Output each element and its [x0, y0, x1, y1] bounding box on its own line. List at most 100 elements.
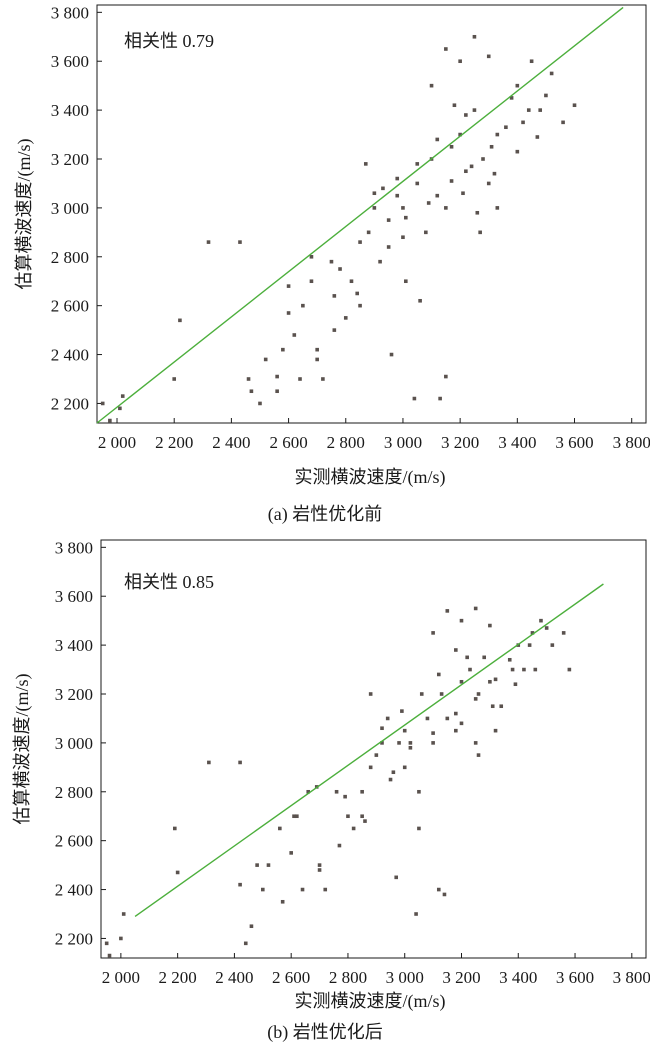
- scatter-point: [504, 125, 508, 130]
- scatter-point: [458, 59, 462, 64]
- y-tick-label: 3 600: [51, 52, 89, 71]
- scatter-point: [459, 679, 464, 684]
- x-tick-label: 2 200: [155, 433, 193, 452]
- scatter-point: [454, 711, 458, 716]
- y-tick-label: 3 000: [51, 199, 89, 218]
- scatter-point: [329, 259, 334, 264]
- scatter-point: [104, 941, 109, 946]
- scatter-point: [431, 741, 435, 745]
- scatter-panel-b: 2 000 2 200 2 400 2 600 2 800 3 000 3 200 3 400…: [12, 538, 650, 1043]
- x-tick-label: 3 000: [386, 968, 424, 987]
- scatter-point: [493, 677, 498, 682]
- scatter-point: [119, 936, 123, 941]
- scatter-point: [281, 347, 285, 352]
- scatter-point: [449, 179, 454, 183]
- scatter-point: [351, 826, 356, 831]
- scatter-point: [458, 132, 462, 137]
- scatter-point: [401, 235, 405, 240]
- scatter-point: [368, 692, 373, 696]
- y-tick-label: 2 400: [51, 346, 89, 365]
- scatter-point: [478, 230, 482, 235]
- scatter-point: [301, 303, 305, 308]
- scatter-point: [473, 697, 478, 701]
- scatter-point: [386, 245, 391, 249]
- panel-caption-b: (b) 岩性优化后: [267, 1022, 383, 1043]
- regression-line-b: [134, 583, 604, 918]
- panel-caption-a: (a) 岩性优化前: [268, 504, 382, 525]
- scatter-point: [358, 303, 362, 308]
- scatter-point: [368, 765, 373, 770]
- x-tick-label: 3 000: [384, 433, 422, 452]
- scatter-point: [561, 120, 565, 125]
- x-tick-label: 2 000: [102, 968, 140, 987]
- scatter-point: [475, 210, 480, 215]
- y-tick-label: 3 800: [55, 538, 93, 557]
- scatter-point: [444, 206, 448, 210]
- scatter-points-b: [104, 606, 572, 958]
- correlation-label-b: 相关性 0.85: [124, 572, 214, 592]
- y-tick-label: 3 800: [51, 3, 89, 22]
- y-tick-label: 3 600: [55, 587, 93, 606]
- scatter-point: [120, 394, 125, 398]
- scatter-point: [332, 294, 337, 298]
- scatter-point: [175, 870, 180, 875]
- scatter-point: [408, 741, 413, 745]
- scatter-panel-a: 2 000 2 200 2 400 2 600 2 800 3 000 3 200 3 400…: [14, 3, 650, 525]
- scatter-point: [436, 887, 441, 892]
- scatter-point: [178, 318, 182, 323]
- x-tick-label: 3 400: [499, 968, 537, 987]
- scatter-point: [332, 328, 337, 332]
- scatter-point: [207, 760, 211, 765]
- scatter-point: [355, 291, 360, 296]
- axis-ticks-a: 2 000 2 200 2 400 2 600 2 800 3 000 3 200 3 400…: [51, 3, 650, 452]
- scatter-point: [412, 396, 417, 401]
- scatter-point: [400, 709, 404, 713]
- scatter-point: [260, 887, 265, 892]
- scatter-point: [417, 789, 421, 794]
- scatter-point: [425, 716, 430, 721]
- scatter-point: [395, 176, 400, 181]
- scatter-point: [372, 191, 377, 196]
- scatter-point: [275, 374, 279, 379]
- scatter-point: [419, 692, 424, 696]
- scatter-point: [249, 389, 254, 394]
- scatter-point: [286, 311, 291, 315]
- scatter-point: [538, 108, 543, 112]
- scatter-point: [391, 770, 396, 775]
- plot-frame-a: [96, 4, 647, 424]
- scatter-point: [561, 631, 566, 635]
- scatter-point: [343, 794, 347, 799]
- x-tick-label: 2 000: [98, 433, 136, 452]
- scatter-point: [521, 120, 525, 125]
- scatter-point: [442, 892, 447, 897]
- x-tick-label: 2 800: [327, 433, 365, 452]
- scatter-point: [338, 267, 342, 271]
- scatter-point: [414, 912, 418, 916]
- x-tick-label: 3 200: [441, 433, 479, 452]
- scatter-point: [461, 191, 465, 196]
- scatter-point: [337, 843, 342, 848]
- scatter-point: [489, 144, 494, 149]
- scatter-point: [436, 672, 441, 677]
- scatter-point: [306, 789, 311, 794]
- x-tick-label: 3 600: [556, 968, 594, 987]
- y-tick-label: 3 200: [55, 685, 93, 704]
- scatter-point: [238, 240, 242, 244]
- x-tick-label: 2 400: [215, 968, 253, 987]
- scatter-point: [522, 667, 526, 672]
- scatter-point: [415, 162, 420, 166]
- scatter-point: [404, 215, 408, 220]
- scatter-point: [380, 726, 384, 731]
- scatter-point: [445, 716, 450, 721]
- scatter-point: [515, 83, 520, 88]
- scatter-point: [417, 826, 421, 831]
- correlation-label-a: 相关性 0.79: [124, 31, 214, 51]
- y-tick-label: 3 200: [51, 150, 89, 169]
- scatter-point: [513, 682, 518, 687]
- scatter-point: [507, 657, 512, 662]
- scatter-point: [454, 728, 458, 733]
- scatter-point: [397, 741, 401, 745]
- x-tick-label: 2 800: [329, 968, 367, 987]
- scatter-point: [490, 704, 495, 709]
